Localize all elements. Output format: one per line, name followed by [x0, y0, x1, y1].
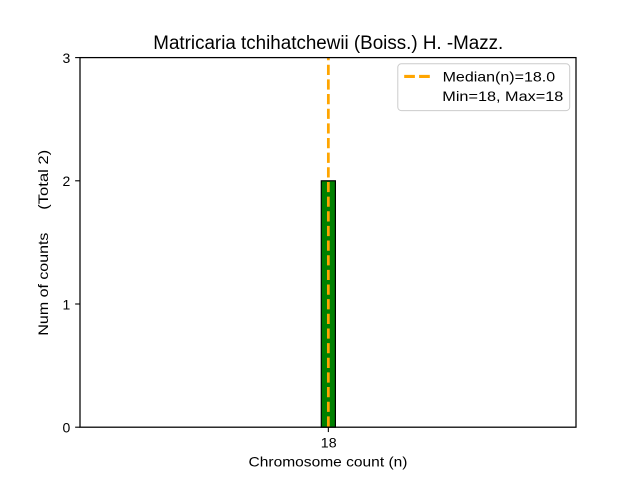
- svg-text:Matricaria tchihatchewii (Bois: Matricaria tchihatchewii (Boiss.) H. -Ma…: [153, 33, 503, 54]
- svg-text:Median(n)=18.0: Median(n)=18.0: [443, 69, 556, 85]
- svg-text:Min=18, Max=18: Min=18, Max=18: [442, 88, 563, 104]
- svg-text:2: 2: [63, 173, 71, 189]
- svg-text:Num of counts: Num of counts: [35, 233, 51, 336]
- svg-text:3: 3: [63, 50, 71, 66]
- svg-text:Chromosome count (n): Chromosome count (n): [249, 454, 408, 470]
- svg-text:(Total 2): (Total 2): [35, 150, 51, 210]
- svg-text:1: 1: [63, 297, 71, 313]
- svg-text:18: 18: [321, 435, 337, 451]
- svg-text:0: 0: [63, 420, 71, 436]
